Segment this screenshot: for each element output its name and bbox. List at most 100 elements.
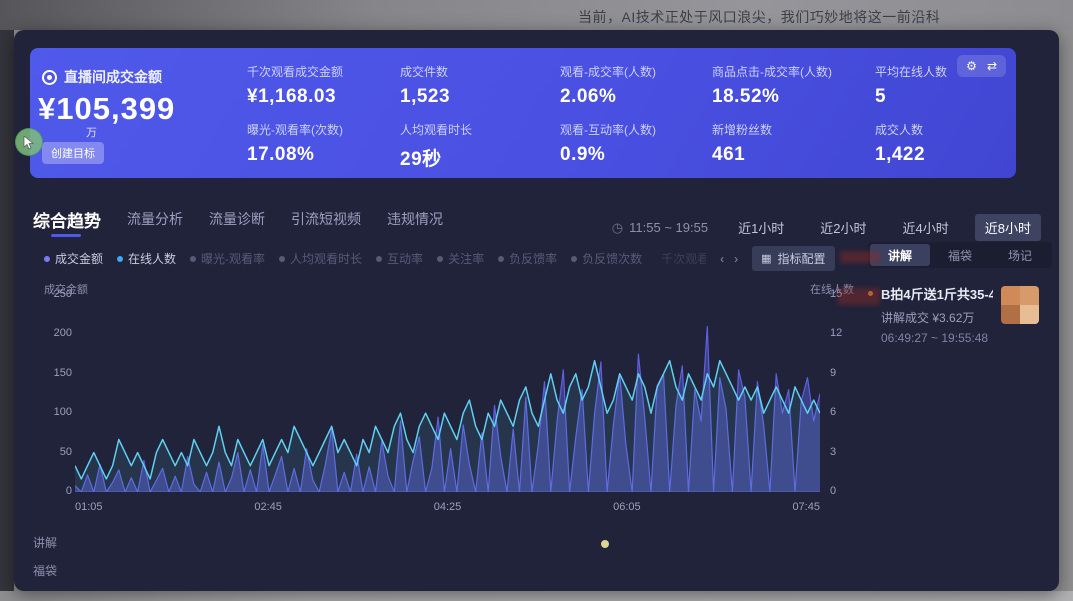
left-tick: 0 xyxy=(65,484,72,497)
metric-cell: 观看-互动率(人数) 0.9% xyxy=(560,121,712,179)
time-option-2[interactable]: 近4小时 xyxy=(902,221,949,236)
series-line-在线人数 xyxy=(75,359,820,480)
create-goal-button[interactable]: 创建目标 xyxy=(42,142,104,164)
metric-value: 1,422 xyxy=(875,144,926,165)
chart-legend: 成交金额 在线人数 曝光-观看率 人均观看时长 互动率 关注率 负反馈率 负反馈次数 千次观看 ‹… xyxy=(44,246,868,271)
metric-cell: 人均观看时长 29秒 xyxy=(400,121,560,179)
metric-value: 29秒 xyxy=(400,149,442,170)
series-area-在线人数 xyxy=(75,360,820,492)
chevron-left-icon[interactable]: ‹ xyxy=(720,251,725,266)
cursor-indicator xyxy=(15,128,43,156)
video-backdrop-bottom xyxy=(0,591,1073,601)
tab-0[interactable]: 综合趋势 xyxy=(33,207,101,237)
legend-label: 负反馈次数 xyxy=(582,252,643,266)
metric-label: 成交人数 xyxy=(875,123,924,137)
metric-value: 461 xyxy=(712,144,746,165)
left-tick: 50 xyxy=(59,445,72,458)
metric-cell: 曝光-观看率(次数) 17.08% xyxy=(247,121,400,179)
metric-cell: 千次观看成交金额 ¥1,168.03 xyxy=(247,63,400,121)
metric-label: 人均观看时长 xyxy=(400,123,473,137)
time-option-0[interactable]: 近1小时 xyxy=(738,221,785,236)
product-thumbnail xyxy=(1001,286,1039,324)
metric-label: 曝光-观看率(次数) xyxy=(247,123,343,137)
legend-item-8[interactable]: 千次观看 xyxy=(656,250,706,267)
right-panel-tabs: 讲解 福袋 场记 xyxy=(868,242,1052,268)
chevron-right-icon[interactable]: › xyxy=(734,251,739,266)
legend-item-2[interactable]: 曝光-观看率 xyxy=(190,250,265,267)
kpi-corner-actions: ⚙ ⇄ xyxy=(957,55,1006,77)
legend-item-1[interactable]: 在线人数 xyxy=(117,250,176,267)
right-tick: 6 xyxy=(830,406,837,419)
target-icon xyxy=(42,69,57,85)
legend-item-7[interactable]: 负反馈次数 xyxy=(571,250,642,267)
time-option-3[interactable]: 近8小时 xyxy=(974,214,1041,241)
time-range: ◷ 11:55 ~ 19:55 xyxy=(612,220,708,236)
legend-dot xyxy=(190,255,197,262)
trend-chart: 成交金额 在线人数 250 200 150 100 50 0 15 12 9 6 3 0 01:05… xyxy=(30,268,860,534)
legend-dot xyxy=(498,255,505,262)
chart-plot[interactable] xyxy=(75,295,820,492)
time-filter: ◷ 11:55 ~ 19:55 近1小时 近2小时 近4小时 近8小时 xyxy=(612,214,1041,241)
x-tick: 06:05 xyxy=(613,501,641,513)
metric-value: ¥1,168.03 xyxy=(247,86,337,107)
explain-event-dot[interactable] xyxy=(600,540,609,548)
legend-dot xyxy=(376,255,383,262)
left-tick: 200 xyxy=(53,327,72,340)
metric-value: 1,523 xyxy=(400,86,451,107)
right-panel-tab-1[interactable]: 福袋 xyxy=(947,248,972,263)
tab-2[interactable]: 流量诊断 xyxy=(209,211,265,227)
metric-label: 千次观看成交金额 xyxy=(247,65,344,79)
metric-config-label: 指标配置 xyxy=(777,252,826,266)
x-tick: 02:45 xyxy=(254,501,282,513)
series-area-成交金额 xyxy=(75,326,820,492)
legend-item-6[interactable]: 负反馈率 xyxy=(498,250,557,267)
explain-item[interactable]: B拍4斤送1斤共35-4... 讲解成交 ¥3.62万 06:49:27 ~ 1… xyxy=(868,284,1052,345)
tab-1[interactable]: 流量分析 xyxy=(127,211,183,227)
legend-item-5[interactable]: 关注率 xyxy=(437,250,484,267)
metric-value: 2.06% xyxy=(560,86,617,107)
legend-label: 人均观看时长 xyxy=(290,252,363,266)
kpi-panel: 直播间成交金额 ¥105,399 万 创建目标 千次观看成交金额 ¥1,168.0… xyxy=(30,48,1016,178)
right-tick: 15 xyxy=(830,288,843,300)
video-backdrop-top: 当前，AI技术正处于风口浪尖，我们巧妙地将这一前沿科 xyxy=(0,0,1073,30)
metric-label: 商品点击-成交率(人数) xyxy=(712,65,832,79)
legend-item-0[interactable]: 成交金额 xyxy=(44,250,103,267)
kpi-main-label: 直播间成交金额 xyxy=(64,69,162,85)
tab-4[interactable]: 违规情况 xyxy=(387,211,443,227)
legend-item-4[interactable]: 互动率 xyxy=(376,250,423,267)
metric-cell: 观看-成交率(人数) 2.06% xyxy=(560,63,712,121)
track-label-luckybag: 福袋 xyxy=(33,564,58,578)
item-deal-amount: 讲解成交 ¥3.62万 xyxy=(881,311,975,325)
legend-dot xyxy=(437,255,444,262)
right-panel-tab-2[interactable]: 场记 xyxy=(1007,248,1032,263)
metric-cell: 新增粉丝数 461 xyxy=(712,121,875,179)
time-option-1[interactable]: 近2小时 xyxy=(820,221,867,236)
legend-item-3[interactable]: 人均观看时长 xyxy=(279,250,362,267)
swap-icon[interactable]: ⇄ xyxy=(986,59,997,73)
x-tick: 01:05 xyxy=(75,501,103,513)
right-tick: 0 xyxy=(830,484,837,497)
right-tick: 12 xyxy=(830,327,843,340)
gear-icon[interactable]: ⚙ xyxy=(966,59,977,73)
right-axis-ticks: 15 12 9 6 3 0 xyxy=(830,289,860,497)
legend-dot xyxy=(571,255,578,262)
grid-icon: ▦ xyxy=(761,253,772,265)
x-tick: 07:45 xyxy=(792,501,820,513)
legend-label: 负反馈率 xyxy=(509,252,558,266)
metric-cell: 商品点击-成交率(人数) 18.52% xyxy=(712,63,875,121)
metric-value: 17.08% xyxy=(247,144,315,165)
metric-label: 平均在线人数 xyxy=(875,65,948,79)
tab-3[interactable]: 引流短视频 xyxy=(291,211,361,227)
caption-text: 当前，AI技术正处于风口浪尖，我们巧妙地将这一前沿科 xyxy=(578,9,941,25)
right-panel-tab-0[interactable]: 讲解 xyxy=(870,244,930,266)
metric-config-button[interactable]: ▦ 指标配置 xyxy=(752,246,835,271)
metric-value: 0.9% xyxy=(560,144,606,165)
nav-tabs: 综合趋势 流量分析 流量诊断 引流短视频 违规情况 xyxy=(33,211,443,237)
left-tick: 150 xyxy=(53,366,72,379)
cursor-arrow-icon xyxy=(23,136,34,150)
left-tick: 100 xyxy=(53,406,72,419)
legend-label: 曝光-观看率 xyxy=(201,252,266,266)
metric-cell: 成交人数 1,422 xyxy=(875,121,976,179)
right-tick: 3 xyxy=(830,445,837,458)
